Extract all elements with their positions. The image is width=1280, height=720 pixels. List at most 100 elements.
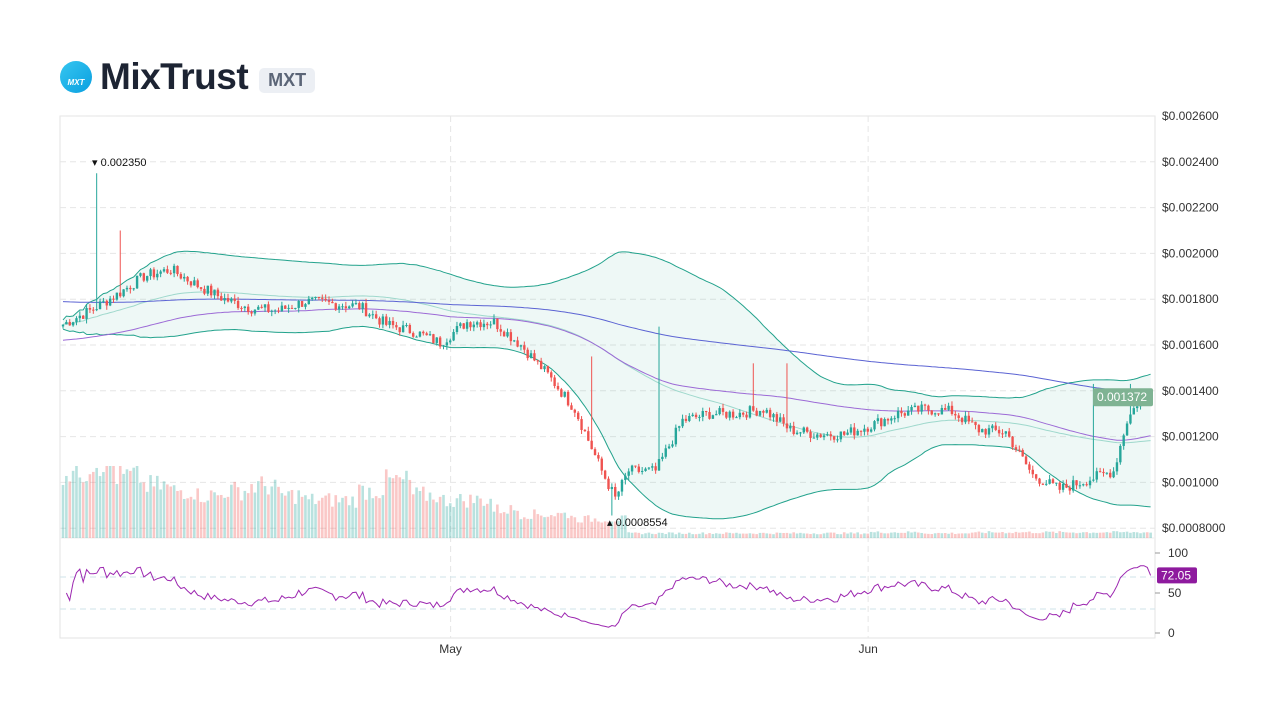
volume-bar xyxy=(1081,532,1085,538)
candle-body xyxy=(560,389,563,397)
candle-body xyxy=(927,405,930,411)
candles xyxy=(61,173,1152,516)
candle xyxy=(752,363,755,412)
candle xyxy=(1051,477,1055,484)
volume-bar xyxy=(179,490,183,538)
candle xyxy=(651,463,654,471)
candle xyxy=(1125,421,1129,436)
volume-bar xyxy=(519,519,523,538)
volume-bar xyxy=(964,533,967,538)
candle-body xyxy=(816,434,819,438)
candle-body xyxy=(539,360,543,370)
volume-bar xyxy=(324,495,327,538)
candle xyxy=(997,426,1001,437)
volume-bar xyxy=(1021,532,1024,538)
volume-bar xyxy=(334,495,338,538)
candle-body xyxy=(1135,406,1139,409)
volume-bar xyxy=(563,512,567,538)
candle xyxy=(587,426,590,442)
volume-bar xyxy=(176,491,179,538)
rsi-line xyxy=(65,565,1152,628)
candle xyxy=(179,272,183,280)
candle-body xyxy=(105,300,108,306)
volume-bar xyxy=(445,506,449,538)
volume-bar xyxy=(506,513,509,538)
candle-body xyxy=(523,345,526,350)
candle-body xyxy=(1055,482,1058,484)
volume-bar xyxy=(455,498,459,538)
candle xyxy=(482,319,486,331)
candle-body xyxy=(327,300,331,302)
volume-bar xyxy=(947,533,950,538)
volume-bar xyxy=(1048,531,1051,538)
volume-bar xyxy=(485,503,489,538)
candle xyxy=(294,307,297,310)
candle xyxy=(775,411,779,427)
candle-body xyxy=(1122,435,1125,446)
candle-body xyxy=(1068,487,1072,491)
volume-bar xyxy=(647,532,651,538)
moving-average-long xyxy=(62,298,1151,393)
volume-bar xyxy=(728,532,732,538)
candle-body xyxy=(98,301,102,310)
volume-bar xyxy=(802,533,806,538)
candle-body xyxy=(954,413,957,416)
candle-body xyxy=(287,307,290,309)
candle-body xyxy=(65,321,68,325)
volume-bar xyxy=(240,500,243,538)
candle xyxy=(647,467,651,470)
candle xyxy=(199,287,203,291)
candle xyxy=(1034,473,1038,481)
volume-bar xyxy=(435,502,439,538)
candle-body xyxy=(1031,469,1034,475)
candle xyxy=(533,349,536,362)
candle-body xyxy=(129,287,132,290)
candle-body xyxy=(583,429,587,432)
candle-body xyxy=(600,458,603,471)
volume-bar xyxy=(421,486,425,538)
candle-body xyxy=(233,298,236,301)
candle xyxy=(395,321,398,331)
candle xyxy=(627,468,630,481)
candle-body xyxy=(220,296,223,301)
volume-bar xyxy=(246,493,250,538)
volume-bar xyxy=(815,534,819,538)
rsi-tick-label: 100 xyxy=(1168,546,1188,560)
candle-body xyxy=(957,415,960,419)
candle xyxy=(1132,405,1135,415)
candle-body xyxy=(630,465,634,472)
candle xyxy=(900,407,903,417)
candle xyxy=(779,413,782,423)
candle-body xyxy=(822,435,826,438)
candle-body xyxy=(735,417,738,419)
candle xyxy=(304,303,307,310)
bollinger-lower xyxy=(62,325,1151,520)
candle-body xyxy=(486,323,489,326)
candle xyxy=(1085,481,1088,487)
candle-body xyxy=(496,318,499,330)
candle-body xyxy=(809,431,812,438)
candle xyxy=(1058,481,1061,494)
candle-body xyxy=(489,324,492,326)
candle-body xyxy=(263,304,267,308)
plot-frame xyxy=(59,115,1156,639)
candle xyxy=(856,428,859,436)
volume-bar xyxy=(469,494,472,538)
candle xyxy=(674,424,678,447)
candle-body xyxy=(1001,433,1004,435)
candle xyxy=(381,313,385,329)
volume-bar xyxy=(1051,531,1055,538)
volume-bar xyxy=(698,533,701,538)
candle-body xyxy=(536,360,539,362)
last-price-badge xyxy=(1093,388,1153,407)
volume-bar xyxy=(448,503,452,538)
candle-body xyxy=(378,318,381,325)
volume-bar xyxy=(657,532,661,538)
candle-body xyxy=(300,300,304,307)
volume-bars xyxy=(61,466,1152,538)
candle xyxy=(614,483,617,500)
candle xyxy=(603,469,607,480)
candle-body xyxy=(863,428,866,432)
candle-body xyxy=(1004,431,1008,434)
